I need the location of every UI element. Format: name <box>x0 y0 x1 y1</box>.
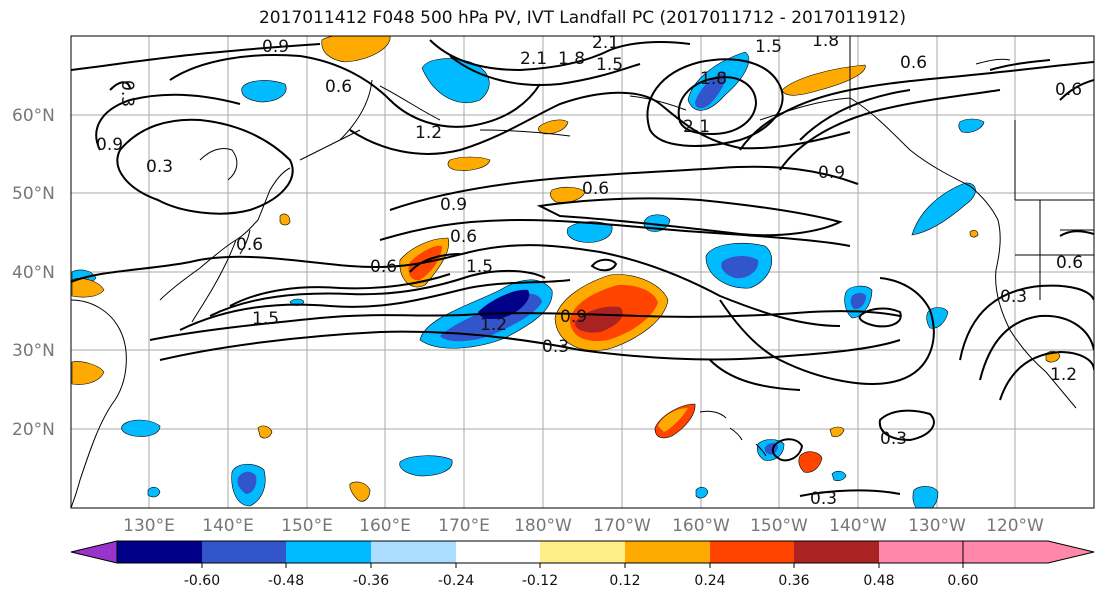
lon-label: 160°E <box>359 516 411 536</box>
contour-label: 0.3 <box>146 157 173 177</box>
contour-label: 0.9 <box>440 195 467 215</box>
longitude-labels: 130°E 140°E 150°E 160°E 170°E 180°W 170°… <box>123 516 1044 536</box>
contour-label: 0.3 <box>542 337 569 357</box>
colorbar-tick-label: 0.24 <box>694 573 725 589</box>
lon-label: 150°E <box>281 516 333 536</box>
colorbar-tick-label: 0.36 <box>778 573 809 589</box>
pv-contours <box>71 39 1094 497</box>
contour-label: 2.1 <box>683 117 710 137</box>
colorbar-segment <box>371 541 456 563</box>
contour-label: 0.6 <box>1055 80 1082 100</box>
colorbar-segment <box>879 541 963 563</box>
lon-label: 140°E <box>202 516 254 536</box>
contour-labels: 0.9 0.3 0.6 0.9 0.3 0.6 2.1 1.8 1.5 2.1 … <box>96 15 1083 509</box>
contour-label: 1.5 <box>466 257 493 277</box>
colorbar-tick-label: -0.36 <box>353 573 389 589</box>
lon-label: 180°W <box>514 516 572 536</box>
lat-label: 50°N <box>12 184 55 204</box>
colorbar-segment <box>794 541 879 563</box>
contour-label: 0.6 <box>582 179 609 199</box>
contour-label: 0.6 <box>450 227 477 247</box>
colorbar-extend-left <box>70 540 118 564</box>
contour-label: 1.2 <box>1050 365 1077 385</box>
lat-label: 20°N <box>12 420 55 440</box>
contour-label: 1.5 <box>755 37 782 57</box>
contour-label: 0.9 <box>262 37 289 57</box>
contour-label: 0.6 <box>1056 253 1083 273</box>
lon-label: 160°W <box>672 516 730 536</box>
colorbar-segment <box>710 541 794 563</box>
contour-label: 0.6 <box>370 257 397 277</box>
contour-label: 0.3 <box>1000 287 1027 307</box>
colorbar-tick-label: -0.48 <box>268 573 304 589</box>
contour-label: 1.5 <box>252 309 279 329</box>
lon-label: 130°W <box>908 516 966 536</box>
colorbar-segment <box>202 541 286 563</box>
colorbar-tick-label: -0.12 <box>522 573 558 589</box>
contour-label: 0.6 <box>236 235 263 255</box>
negative-anomaly-alaska <box>911 182 976 236</box>
colorbar-segment <box>456 541 540 563</box>
contour-label: 1.8 <box>812 31 839 51</box>
contour-label: 1.8 <box>700 69 727 89</box>
map-frame <box>70 35 1095 509</box>
colorbar-extend-right <box>962 540 1095 564</box>
coastlines <box>71 36 1094 508</box>
lat-label: 30°N <box>12 341 55 361</box>
colorbar-tick-label: -0.60 <box>184 573 220 589</box>
contour-label: 0.3 <box>880 429 907 449</box>
contour-label: 0.9 <box>560 307 587 327</box>
lon-label: 140°W <box>829 516 887 536</box>
lat-label: 40°N <box>12 263 55 283</box>
contour-label: 0.6 <box>900 53 927 73</box>
lat-label: 60°N <box>12 106 55 126</box>
colorbar: -0.60 -0.48 -0.36 -0.24 -0.12 0.12 0.24 … <box>70 540 1095 589</box>
colorbar-tick-label: 0.60 <box>947 573 978 589</box>
contour-label: 1.2 <box>415 123 442 143</box>
contour-label: 0.3 <box>810 489 837 509</box>
lon-label: 170°E <box>438 516 490 536</box>
contour-label: 0.9 <box>818 163 845 183</box>
map-title: 2017011412 F048 500 hPa PV, IVT Landfall… <box>258 8 906 28</box>
contour-label: 1.8 <box>558 49 585 69</box>
contour-label: 0.9 <box>96 135 123 155</box>
colorbar-segment <box>625 541 710 563</box>
contour-label: 2.1 <box>592 33 619 53</box>
contour-label: 2.1 <box>520 49 547 69</box>
contour-label: 1.2 <box>480 315 507 335</box>
latitude-labels: 60°N 50°N 40°N 30°N 20°N <box>12 106 55 440</box>
colorbar-segment <box>540 541 625 563</box>
colorbar-segment <box>286 541 371 563</box>
contour-label: 0.3 <box>117 80 137 107</box>
lon-label: 170°W <box>593 516 651 536</box>
graticule <box>71 36 1094 508</box>
colorbar-tick-label: 0.12 <box>609 573 640 589</box>
contour-label: 0.6 <box>325 77 352 97</box>
lon-label: 150°W <box>750 516 808 536</box>
lon-label: 130°E <box>123 516 175 536</box>
contour-label: 1.5 <box>790 15 817 35</box>
lon-label: 120°W <box>986 516 1044 536</box>
colorbar-tick-label: 0.48 <box>863 573 894 589</box>
contour-label: 1.5 <box>596 55 623 75</box>
colorbar-tick-label: -0.24 <box>438 573 474 589</box>
colorbar-segment <box>117 541 202 563</box>
